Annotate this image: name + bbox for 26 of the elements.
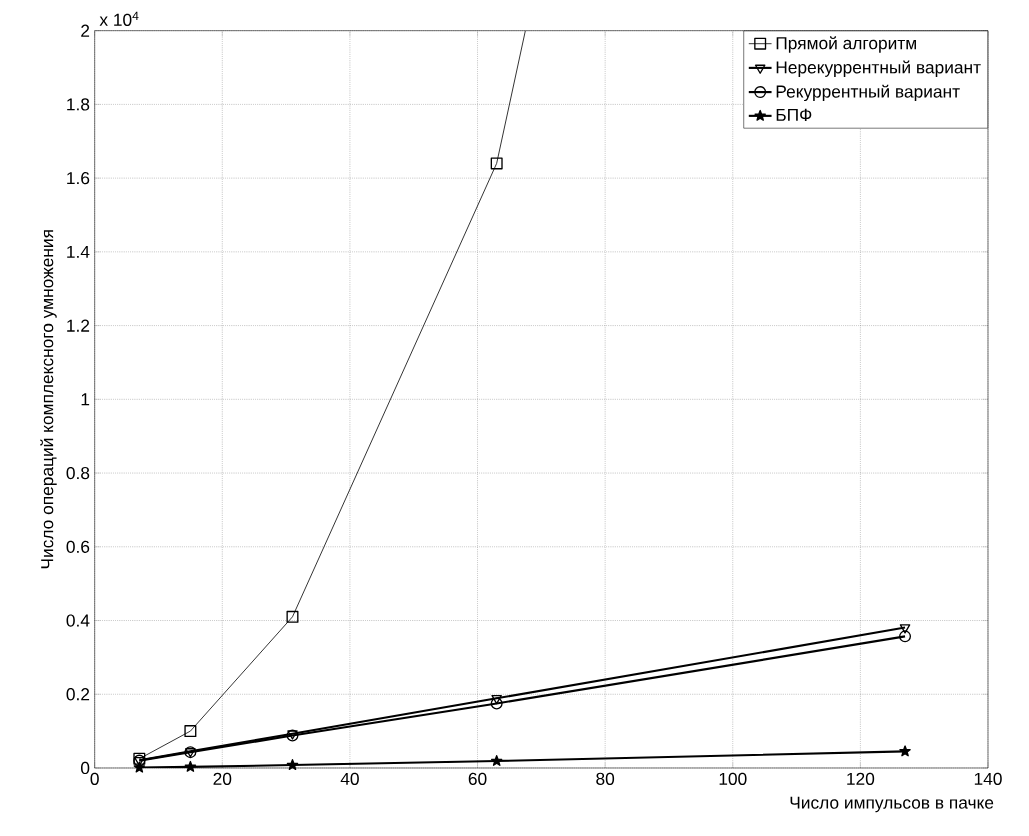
y-tick-label: 1 <box>81 393 90 406</box>
y-tick-label: 1.2 <box>67 319 90 332</box>
x-tick-label: 60 <box>468 772 487 785</box>
y-tick-label: 2 <box>81 24 90 37</box>
legend-label: Рекуррентный вариант <box>776 84 960 102</box>
legend-label: Нерекуррентный вариант <box>776 60 981 77</box>
legend-label: Прямой алгоритм <box>776 36 916 53</box>
text: x 10$^{4}$ <box>99 11 139 26</box>
x-tick-label: 0 <box>90 772 99 785</box>
x-tick-label: 120 <box>847 772 875 785</box>
y-tick-label: 1.8 <box>67 98 90 111</box>
y-tick-label: 0.4 <box>66 614 90 627</box>
y-tick-label: 0.2 <box>66 688 90 701</box>
x-axis-title: Число импульсов в пачке <box>790 796 994 813</box>
x-tick-label: 80 <box>596 772 615 785</box>
y-tick-label: 1.4 <box>67 245 90 258</box>
x-tick-label: 140 <box>974 772 1002 785</box>
legend-label: БПФ <box>776 108 812 121</box>
y-tick-label: 0 <box>80 761 90 775</box>
x-tick-label: 100 <box>719 772 747 785</box>
y-tick-label: 1.6 <box>67 171 90 185</box>
y-axis-title: Число операций комплексного умножения <box>40 230 57 569</box>
y-tick-label: 0.8 <box>66 466 90 480</box>
x-tick-label: 20 <box>213 772 232 785</box>
y-tick-label: 0.6 <box>66 540 90 553</box>
x-tick-label: 40 <box>340 772 359 785</box>
